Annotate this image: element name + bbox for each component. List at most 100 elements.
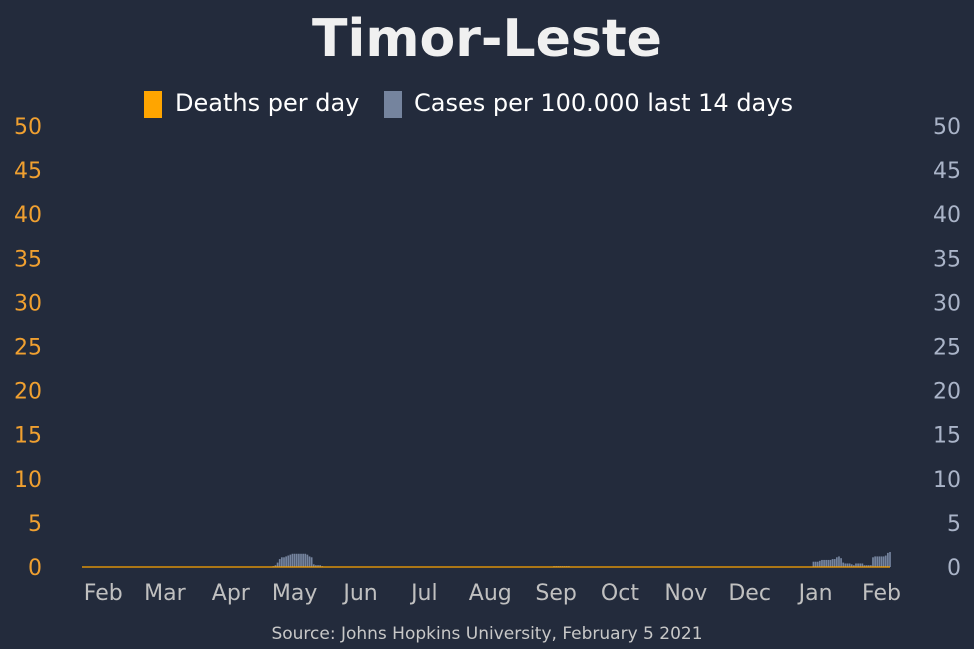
right-tick-label: 35 xyxy=(933,247,961,272)
cases-bar xyxy=(315,565,317,567)
legend-label-deaths: Deaths per day xyxy=(175,89,359,117)
cases-bar xyxy=(281,557,283,567)
cases-bar xyxy=(814,561,817,567)
cases-bar xyxy=(831,559,834,567)
x-tick-label: Dec xyxy=(728,581,771,606)
cases-bar xyxy=(302,553,304,567)
cases-bar xyxy=(833,559,836,567)
cases-bar xyxy=(310,557,313,567)
left-tick-label: 15 xyxy=(14,424,42,449)
legend: Deaths per day Cases per 100.000 last 14… xyxy=(144,89,793,118)
right-tick-label: 40 xyxy=(933,203,961,228)
left-tick-label: 30 xyxy=(14,291,42,316)
x-tick-label: Feb xyxy=(84,581,123,606)
cases-bar xyxy=(838,556,840,567)
x-tick-label: Feb xyxy=(862,581,901,606)
right-y-axis: 0 5 10 15 20 25 30 35 40 45 50 xyxy=(933,115,961,581)
legend-swatch-deaths xyxy=(144,91,162,118)
right-tick-label: 25 xyxy=(933,336,961,361)
left-tick-label: 35 xyxy=(14,247,42,272)
cases-bar xyxy=(842,562,845,567)
left-tick-label: 25 xyxy=(14,336,42,361)
cases-bar xyxy=(304,553,307,567)
x-tick-label: Oct xyxy=(601,581,639,606)
cases-bar xyxy=(882,556,885,567)
left-tick-label: 50 xyxy=(14,115,42,140)
cases-bar xyxy=(317,565,319,567)
left-y-axis: 0 5 10 15 20 25 30 35 40 45 50 xyxy=(14,115,42,581)
x-axis: Feb Mar Apr May Jun Jul Aug Sep Oct Nov Dec Jan Feb xyxy=(84,581,901,606)
cases-bar xyxy=(878,556,881,567)
right-tick-label: 30 xyxy=(933,291,961,316)
cases-bar xyxy=(295,553,298,567)
cases-bar xyxy=(825,559,828,567)
cases-bar xyxy=(276,562,279,567)
cases-bar xyxy=(870,565,872,567)
x-tick-label: Nov xyxy=(664,581,707,606)
right-tick-label: 0 xyxy=(947,556,961,581)
right-tick-label: 45 xyxy=(933,159,961,184)
cases-bar xyxy=(887,552,889,567)
right-tick-label: 50 xyxy=(933,115,961,140)
cases-bar xyxy=(861,563,864,567)
cases-bar xyxy=(293,553,296,567)
x-tick-label: Jun xyxy=(341,581,377,606)
right-tick-label: 10 xyxy=(933,468,961,493)
cases-bar xyxy=(285,556,287,567)
cases-bar xyxy=(857,563,859,567)
cases-bar xyxy=(816,561,819,567)
x-tick-label: Jul xyxy=(409,581,438,606)
cases-bar xyxy=(818,560,821,567)
cases-bar xyxy=(876,556,879,567)
right-tick-label: 5 xyxy=(947,512,961,537)
cases-bar xyxy=(308,556,311,567)
right-tick-label: 15 xyxy=(933,424,961,449)
cases-bar xyxy=(291,553,294,567)
cases-bar xyxy=(283,557,285,567)
cases-bar xyxy=(863,565,866,567)
left-tick-label: 5 xyxy=(28,512,42,537)
cases-bars xyxy=(272,552,891,567)
chart-title: Timor-Leste xyxy=(312,9,662,69)
left-tick-label: 10 xyxy=(14,468,42,493)
right-tick-label: 20 xyxy=(933,380,961,405)
cases-bar xyxy=(298,553,300,567)
left-tick-label: 20 xyxy=(14,380,42,405)
cases-bar xyxy=(872,557,874,567)
cases-bar xyxy=(821,559,823,567)
cases-bar xyxy=(287,555,290,567)
cases-bar xyxy=(827,559,830,567)
cases-bar xyxy=(812,561,815,567)
cases-bar xyxy=(848,563,851,567)
cases-bar xyxy=(312,564,315,567)
cases-bar xyxy=(880,556,883,567)
cases-bar xyxy=(844,563,847,567)
cases-bar xyxy=(874,556,876,567)
x-tick-label: Sep xyxy=(535,581,576,606)
cases-bar xyxy=(835,557,838,567)
x-tick-label: May xyxy=(272,581,317,606)
cases-bar xyxy=(889,552,891,567)
cases-bar xyxy=(300,553,302,567)
x-tick-label: Apr xyxy=(212,581,251,606)
cases-bar xyxy=(289,554,292,567)
cases-bar xyxy=(823,559,825,567)
cases-bar xyxy=(850,564,853,567)
cases-bar xyxy=(278,559,281,567)
cases-bar xyxy=(855,563,857,567)
left-tick-label: 0 xyxy=(28,556,42,581)
cases-bar xyxy=(274,565,277,567)
x-tick-label: Jan xyxy=(797,581,833,606)
left-tick-label: 40 xyxy=(14,203,42,228)
cases-bar xyxy=(306,554,309,567)
cases-bar xyxy=(867,565,870,567)
cases-bar xyxy=(846,563,849,567)
cases-bar xyxy=(865,565,868,567)
cases-bar xyxy=(859,563,862,567)
cases-bar xyxy=(319,565,321,567)
cases-bar xyxy=(853,565,855,567)
legend-swatch-cases xyxy=(384,91,402,118)
x-tick-label: Aug xyxy=(469,581,512,606)
cases-bar xyxy=(884,555,887,567)
